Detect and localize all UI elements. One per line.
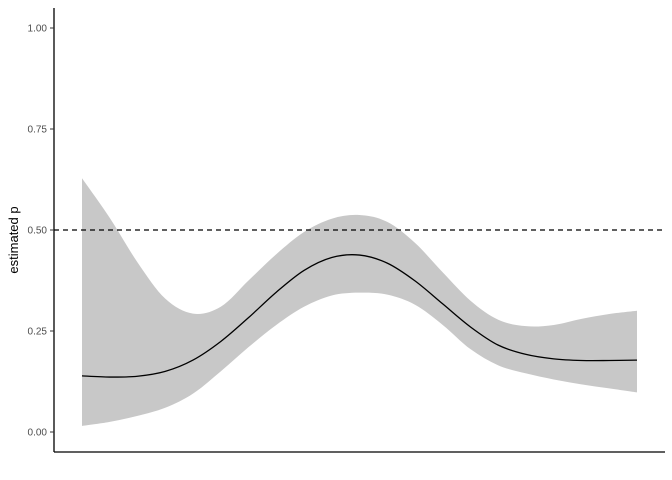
series-line: [81, 254, 638, 378]
y-tick-label: 0.50: [28, 226, 48, 237]
y-tick-label: 0.25: [28, 327, 48, 338]
y-tick-label: 0.00: [28, 428, 48, 439]
ribbon-layer: [82, 178, 637, 426]
axis-layer: 0.00 0.25 0.50 0.75 1.00: [28, 8, 665, 453]
line-layer: [81, 254, 638, 378]
y-axis-title: estimated p: [6, 206, 21, 273]
y-tick-label: 0.75: [28, 125, 48, 136]
confidence-band: [82, 178, 637, 426]
y-tick-label: 1.00: [28, 24, 48, 35]
